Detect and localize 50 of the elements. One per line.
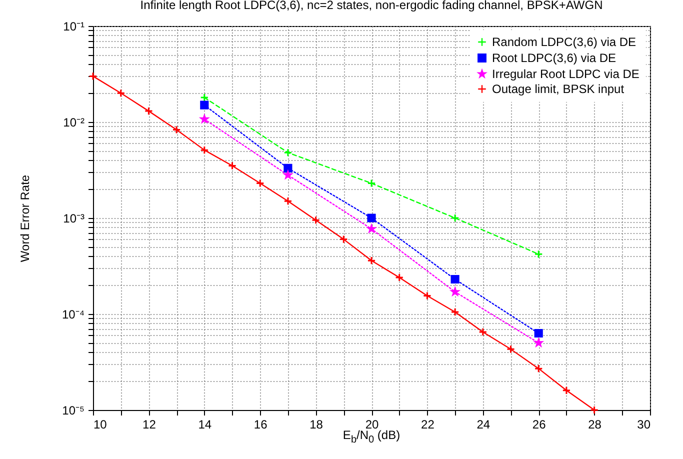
x-tick-label: 14 xyxy=(198,418,212,432)
y-tick-label: 10⁻¹ xyxy=(63,20,85,34)
point xyxy=(395,273,404,282)
y-tick-label: 10⁻³ xyxy=(63,212,85,226)
chart-title: Infinite length Root LDPC(3,6), nc=2 states, non-ergodic fading channel, BPSK+AWGN xyxy=(140,0,603,12)
point xyxy=(367,178,376,188)
x-tick-label: 28 xyxy=(588,418,602,432)
point xyxy=(144,106,153,116)
legend-label: Random LDPC(3,6) via DE xyxy=(492,35,636,49)
x-tick-label: 26 xyxy=(532,418,546,432)
y-tick-label: 10⁻² xyxy=(63,116,85,130)
point xyxy=(478,328,488,336)
point xyxy=(590,406,599,414)
point xyxy=(450,274,460,284)
point xyxy=(200,93,209,102)
x-tick-label: 22 xyxy=(421,418,435,432)
point xyxy=(422,291,432,300)
y-tick-label: 10⁻⁵ xyxy=(62,404,85,418)
point xyxy=(562,386,571,395)
point xyxy=(450,308,460,316)
point xyxy=(534,328,543,338)
legend-label: Outage limit, BPSK input xyxy=(492,82,625,96)
point xyxy=(450,214,460,222)
point xyxy=(200,100,209,110)
point xyxy=(367,214,376,222)
point xyxy=(256,178,264,188)
point xyxy=(339,235,348,244)
point xyxy=(228,161,237,170)
point xyxy=(284,148,292,157)
point xyxy=(284,196,292,206)
point xyxy=(312,216,320,224)
x-tick-label: 24 xyxy=(476,418,490,432)
point xyxy=(88,72,98,80)
point xyxy=(284,164,292,173)
legend-label: Root LDPC(3,6) via DE xyxy=(492,51,616,65)
y-tick-label: 10⁻⁴ xyxy=(62,308,84,322)
point xyxy=(116,88,126,98)
legend-label: Irregular Root LDPC via DE xyxy=(492,67,640,81)
point xyxy=(367,256,376,265)
x-tick-label: 30 xyxy=(637,418,651,432)
x-tick-label: 18 xyxy=(310,418,324,432)
point xyxy=(200,146,209,154)
y-axis-title: Word Error Rate xyxy=(18,174,32,262)
point xyxy=(506,344,516,354)
x-tick-label: 16 xyxy=(254,418,268,432)
x-tick-label: 12 xyxy=(142,418,156,432)
point xyxy=(534,250,543,258)
point xyxy=(172,125,181,134)
point xyxy=(534,364,543,373)
x-tick-label: 10 xyxy=(94,418,108,432)
